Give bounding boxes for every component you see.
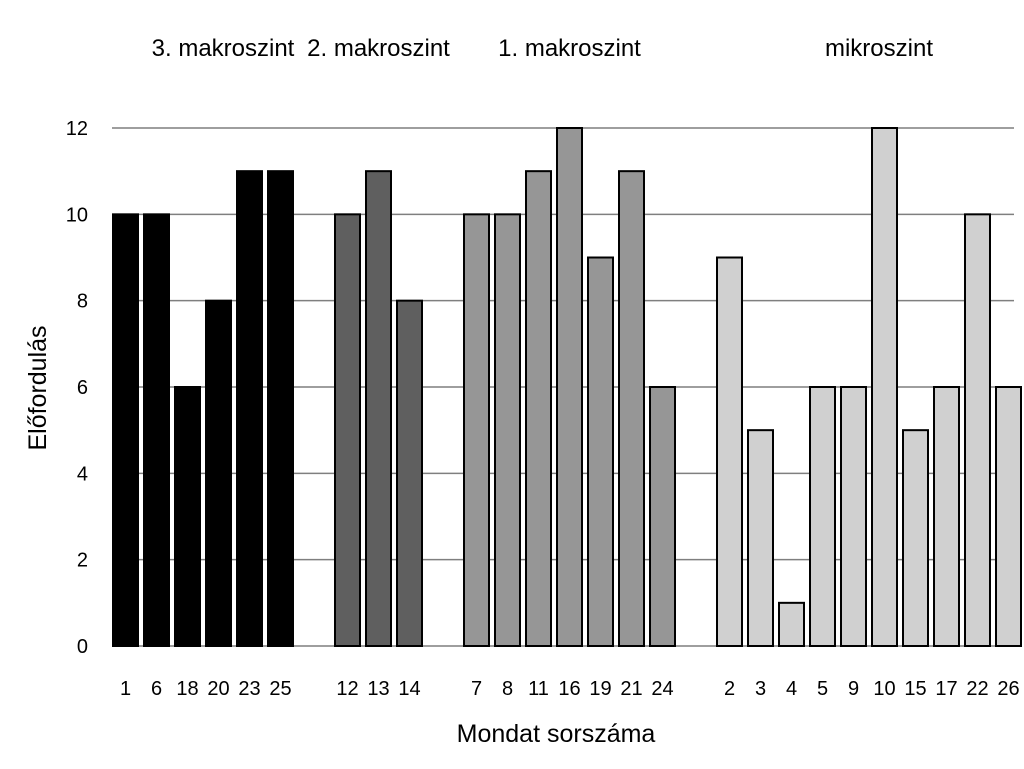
bars bbox=[112, 127, 1022, 648]
bar bbox=[747, 429, 774, 647]
x-tick-label: 11 bbox=[528, 678, 549, 700]
group-label: 3. makroszint bbox=[152, 35, 295, 62]
bar bbox=[525, 170, 552, 648]
x-tick-label: 24 bbox=[651, 678, 673, 700]
bar bbox=[112, 213, 139, 647]
bar bbox=[809, 386, 836, 647]
y-tick-label: 10 bbox=[66, 204, 88, 226]
x-tick-label: 16 bbox=[558, 678, 580, 700]
x-tick-label: 22 bbox=[966, 678, 988, 700]
y-axis-label: Előfordulás bbox=[24, 325, 52, 450]
x-axis-ticks: 1 6 18 20 23 25 12 13 14 7 8 11 16 19 21 24 2 3 4 5 9 10 15 17 2… bbox=[120, 678, 1020, 700]
bar bbox=[174, 386, 201, 647]
x-tick-label: 12 bbox=[336, 678, 358, 700]
y-tick-label: 0 bbox=[77, 636, 88, 658]
bar bbox=[902, 429, 929, 647]
bar bbox=[871, 127, 898, 647]
x-tick-label: 26 bbox=[997, 678, 1019, 700]
x-tick-label: 8 bbox=[502, 678, 513, 700]
x-tick-label: 2 bbox=[724, 678, 735, 700]
x-tick-label: 10 bbox=[873, 678, 895, 700]
bar bbox=[143, 213, 170, 647]
bar bbox=[964, 213, 991, 647]
x-tick-label: 15 bbox=[904, 678, 926, 700]
y-tick-label: 12 bbox=[66, 118, 88, 140]
bar bbox=[556, 127, 583, 647]
bar bbox=[396, 299, 423, 647]
y-tick-label: 4 bbox=[77, 463, 88, 485]
bar bbox=[494, 213, 521, 647]
bar bbox=[716, 256, 743, 647]
x-tick-label: 1 bbox=[120, 678, 131, 700]
y-tick-label: 2 bbox=[77, 550, 88, 572]
x-tick-label: 19 bbox=[589, 678, 611, 700]
x-tick-label: 3 bbox=[755, 678, 766, 700]
x-tick-label: 4 bbox=[786, 678, 797, 700]
y-axis-ticks: 0 2 4 6 8 10 12 bbox=[66, 118, 88, 658]
group-labels: 3. makroszint 2. makroszint 1. makroszint m… bbox=[152, 35, 934, 62]
x-tick-label: 17 bbox=[935, 678, 957, 700]
bar bbox=[334, 213, 361, 647]
bar bbox=[365, 170, 392, 648]
bar bbox=[618, 170, 645, 648]
x-tick-label: 25 bbox=[269, 678, 291, 700]
x-axis-label: Mondat sorszáma bbox=[457, 720, 656, 748]
x-tick-label: 13 bbox=[367, 678, 389, 700]
x-tick-label: 20 bbox=[207, 678, 229, 700]
y-tick-label: 8 bbox=[77, 291, 88, 313]
bar bbox=[995, 386, 1022, 647]
x-tick-label: 6 bbox=[151, 678, 162, 700]
y-tick-label: 6 bbox=[77, 377, 88, 399]
x-tick-label: 5 bbox=[817, 678, 828, 700]
bar bbox=[933, 386, 960, 647]
x-tick-label: 21 bbox=[620, 678, 642, 700]
group-label: 2. makroszint bbox=[307, 35, 450, 62]
bar bbox=[205, 299, 232, 647]
bar bbox=[267, 170, 294, 648]
bar bbox=[463, 213, 490, 647]
x-tick-label: 18 bbox=[176, 678, 198, 700]
x-tick-label: 14 bbox=[398, 678, 420, 700]
x-tick-label: 9 bbox=[848, 678, 859, 700]
group-label: mikroszint bbox=[825, 35, 933, 62]
bar bbox=[778, 601, 805, 647]
bar bbox=[649, 386, 676, 647]
x-tick-label: 23 bbox=[238, 678, 260, 700]
group-label: 1. makroszint bbox=[498, 35, 641, 62]
bar bbox=[840, 386, 867, 647]
bar bbox=[587, 256, 614, 647]
bar bbox=[236, 170, 263, 648]
x-tick-label: 7 bbox=[471, 678, 482, 700]
